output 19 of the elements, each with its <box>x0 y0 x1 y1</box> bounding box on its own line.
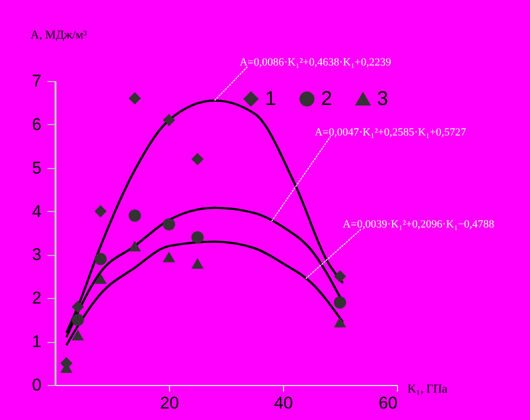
y-tick-label: 4 <box>32 202 42 221</box>
y-tick-label: 6 <box>32 114 42 134</box>
y-tick-label: 5 <box>32 158 42 178</box>
y-tick-label: 1 <box>32 332 42 352</box>
x-axis-title: K₁, ГПа <box>408 382 448 396</box>
annotation: A=0,0086·K₁²+0,4638·K₁+0,2239 <box>240 56 392 69</box>
x-tick-label: 20 <box>160 394 179 412</box>
y-tick-label: 7 <box>32 72 42 90</box>
y-tick-label: 0 <box>32 376 42 394</box>
x-tick-label: 60 <box>378 394 398 412</box>
y-axis-title: A, МДж/м³ <box>30 28 88 42</box>
annotation: A=0,0039·K₁²+0,2096·K₁−0,4788 <box>342 218 495 231</box>
legend-label: 1 <box>265 88 276 110</box>
x-tick-label: 40 <box>274 394 293 412</box>
annotation: A=0,0047·K₁²+0,2585·K₁+0,5727 <box>314 126 467 138</box>
y-tick-label: 2 <box>32 288 42 308</box>
legend-label: 3 <box>377 88 388 110</box>
y-tick-label: 3 <box>32 245 42 264</box>
legend-label: 2 <box>321 88 332 110</box>
